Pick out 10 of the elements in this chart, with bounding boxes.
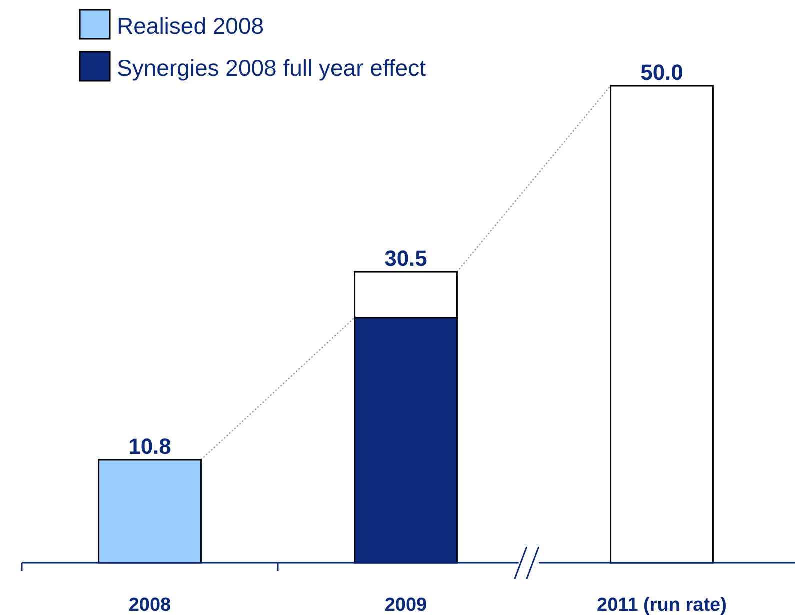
x-tick-label: 2011 (run rate) bbox=[597, 595, 727, 615]
x-tick-label: 2009 bbox=[384, 595, 428, 615]
annotation: 30.5 bbox=[384, 246, 428, 272]
bar bbox=[610, 85, 714, 564]
text: 50.0 bbox=[640, 60, 684, 85]
annotation: 10.8 bbox=[128, 434, 172, 459]
legend-label: Synergies 2008 full year effect bbox=[117, 55, 427, 81]
legend-label: Realised 2008 bbox=[117, 13, 264, 39]
x-tick-label: 2008 bbox=[128, 595, 172, 615]
bar bbox=[98, 459, 202, 564]
